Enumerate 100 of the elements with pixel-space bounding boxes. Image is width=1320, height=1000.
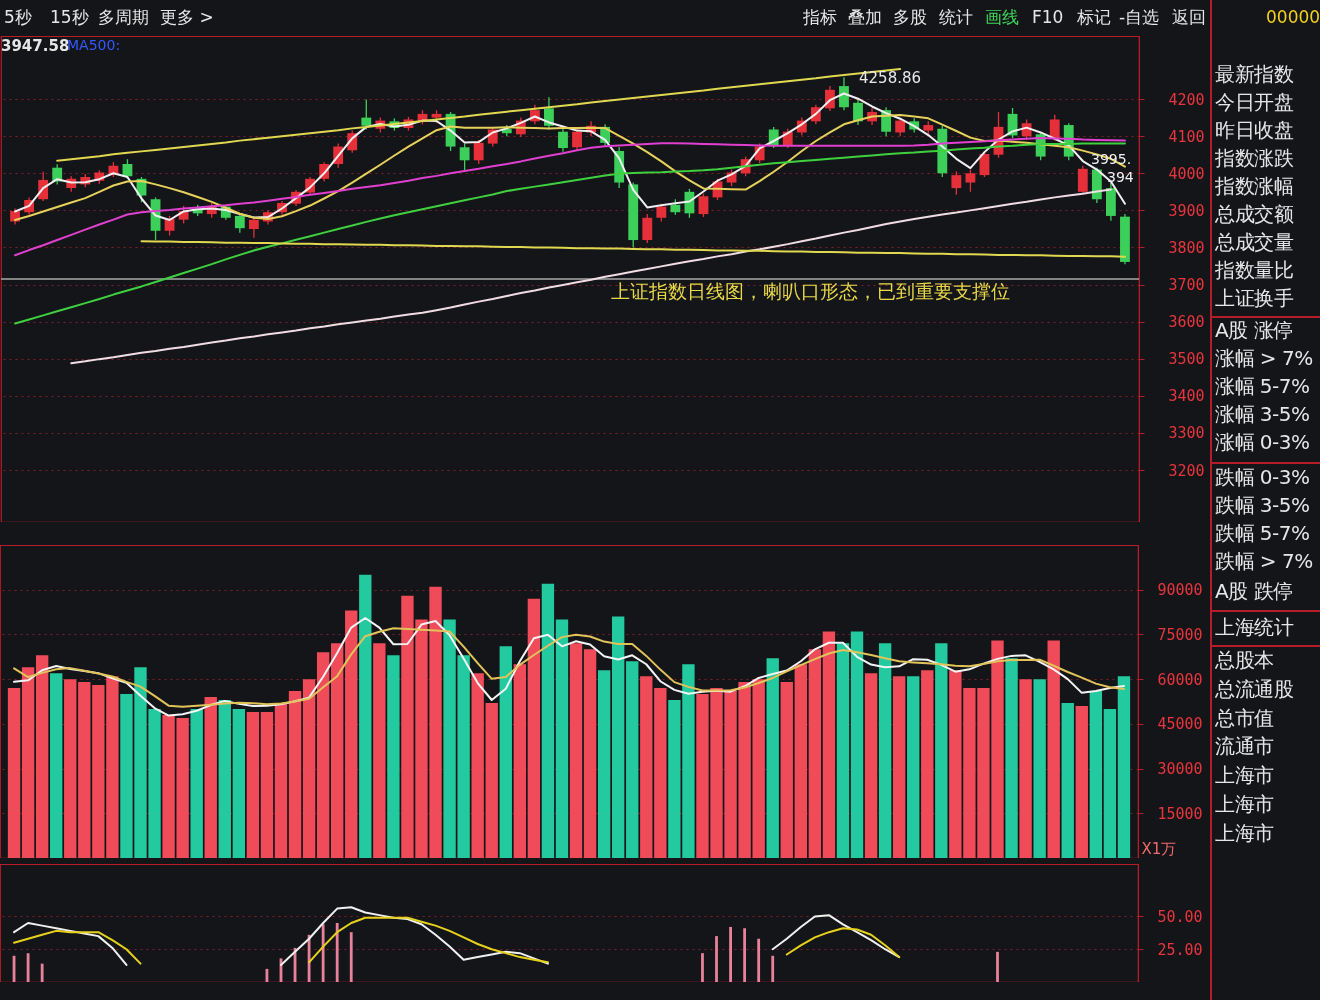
text: 上证换手 [1215, 286, 1293, 310]
bar [21, 667, 35, 858]
bar [246, 711, 260, 858]
bar [794, 664, 807, 858]
text: 指数量比 [1215, 258, 1293, 282]
bar [935, 643, 948, 858]
candlestick [642, 213, 653, 244]
line-series [140, 240, 1126, 258]
text: 标记 [1077, 7, 1111, 27]
annotation: 上证指数日线图，喇叭口形态，已到重要支撑位 [611, 280, 1010, 302]
candlestick [698, 193, 709, 218]
bar [850, 631, 864, 858]
bar [921, 670, 934, 858]
text: 画线 [985, 7, 1019, 27]
bar [373, 643, 386, 858]
bar [1019, 679, 1032, 858]
bar [822, 631, 836, 858]
y-tick-label: 3300 [1168, 424, 1205, 443]
y-tick-label: 30000 [1157, 760, 1203, 779]
text: 5秒 [4, 7, 32, 27]
text: 15秒 [50, 7, 89, 27]
y-tick-label: 75000 [1157, 625, 1203, 644]
text: 总成交额 [1215, 202, 1293, 226]
text: 总股本 [1215, 648, 1274, 672]
text: 00000 [1266, 7, 1320, 27]
text: 昨日收盘 [1215, 118, 1293, 142]
bar [907, 676, 920, 858]
bar [471, 673, 484, 858]
bar [26, 953, 30, 982]
bar [1005, 658, 1018, 858]
bar [640, 676, 653, 858]
candlestick [473, 139, 484, 165]
bar [626, 661, 639, 858]
bar [780, 682, 793, 858]
bar [499, 646, 512, 858]
y-tick-label: 4200 [1168, 90, 1205, 109]
bar [597, 670, 611, 858]
line-series [13, 627, 1125, 708]
candlestick [1049, 114, 1060, 142]
text: 更多 > [160, 7, 214, 27]
text: 涨幅 0-3% [1215, 430, 1310, 454]
y-tick-label: 15000 [1157, 804, 1203, 823]
bar [892, 676, 906, 858]
line-series [13, 617, 1125, 717]
bar [485, 702, 498, 858]
text: 多股 [893, 7, 927, 27]
y-tick-label: 3400 [1168, 387, 1205, 406]
y-tick-label: 45000 [1157, 715, 1203, 734]
bar [743, 928, 747, 982]
candlestick [361, 98, 372, 131]
bar [611, 616, 625, 858]
bar [7, 688, 21, 858]
text: 总流通股 [1215, 677, 1293, 701]
bar [808, 649, 822, 858]
text: 跌幅 0-3% [1215, 465, 1310, 489]
annotation: MA500: [67, 37, 121, 53]
bar [335, 923, 339, 982]
bar [757, 938, 761, 982]
bar [541, 583, 555, 858]
y-tick-label: 3200 [1168, 461, 1205, 480]
bar [274, 702, 288, 858]
bar [569, 643, 583, 858]
candlestick [839, 76, 849, 111]
text: 总成交量 [1215, 230, 1293, 254]
text: 跌幅 5-7% [1215, 521, 1310, 545]
bar [1117, 676, 1131, 858]
y-tick-label: 4000 [1168, 164, 1205, 183]
bar [78, 682, 91, 858]
bar [50, 673, 63, 858]
candlestick [234, 213, 245, 234]
text: 流通市 [1215, 734, 1274, 758]
bar [359, 574, 372, 858]
candlestick [459, 142, 470, 171]
bar [527, 598, 541, 858]
candlestick [558, 126, 568, 153]
bar [878, 643, 892, 858]
bar [345, 610, 358, 858]
text: A股 跌停 [1215, 579, 1293, 603]
bar [232, 708, 246, 858]
text: 叠加 [848, 7, 882, 27]
y-tick-label: 90000 [1157, 581, 1203, 600]
bar [349, 932, 353, 982]
annotation: 4258.86 [859, 69, 922, 87]
bar [1089, 691, 1103, 858]
text: 统计 [939, 7, 973, 27]
bar [331, 643, 344, 858]
annotation: 394 [1107, 169, 1134, 185]
text: 今日开盘 [1215, 90, 1293, 114]
bar [321, 924, 325, 982]
candlestick [951, 170, 962, 196]
bar [35, 655, 49, 858]
bar [387, 655, 400, 858]
bar [766, 658, 779, 858]
bar [204, 697, 217, 858]
bar [1033, 679, 1046, 858]
bar [64, 679, 77, 858]
bar [316, 652, 330, 858]
text: 涨幅 5-7% [1215, 374, 1310, 398]
text: -自选 [1119, 7, 1160, 27]
bar [190, 708, 203, 858]
